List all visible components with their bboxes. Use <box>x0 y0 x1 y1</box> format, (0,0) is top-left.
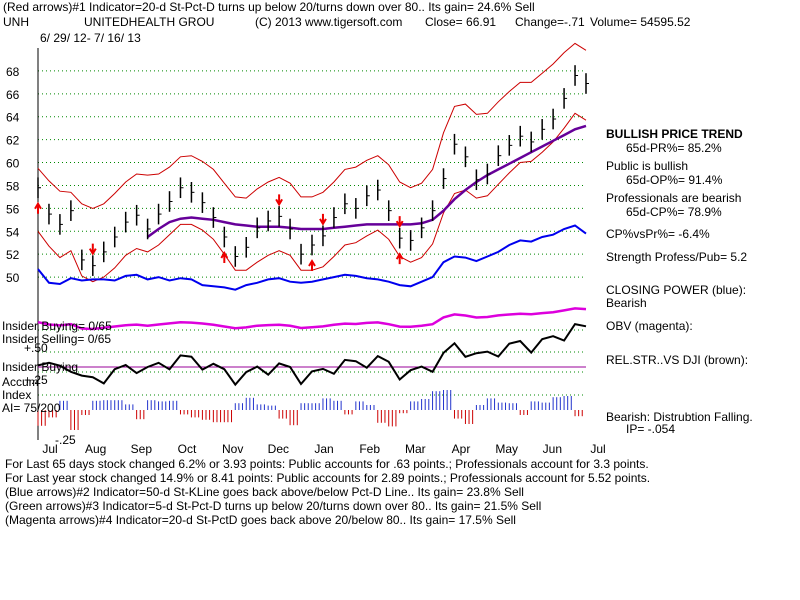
x-tick-label: May <box>495 442 518 456</box>
y-tick-label: 50 <box>6 271 20 285</box>
x-tick-label: Jul <box>590 442 605 456</box>
scale-minus25: -.25 <box>55 433 76 447</box>
series-ma <box>146 124 587 239</box>
buy-arrow-icon <box>34 201 42 214</box>
volume-value: Volume= 54595.52 <box>590 15 691 29</box>
x-tick-label: Oct <box>178 442 197 456</box>
op-value: 65d-OP%= 91.4% <box>626 173 723 187</box>
company-name: UNITEDHEALTH GROU <box>84 15 215 29</box>
x-tick-label: Sep <box>131 442 153 456</box>
obv-label: OBV (magenta): <box>606 319 693 333</box>
insider-buying-count: Insider Buying= 0/65 <box>2 319 112 333</box>
change-value: Change=-.71 <box>515 15 585 29</box>
footer-blue-arrows: (Blue arrows)#2 Indicator=50-d St-KLine … <box>5 485 524 499</box>
series-rel-strength <box>37 322 587 387</box>
y-tick-label: 64 <box>6 111 20 125</box>
y-tick-label: 68 <box>6 65 20 79</box>
copyright: (C) 2013 www.tigersoft.com <box>255 15 403 29</box>
sell-arrow-icon <box>88 243 97 256</box>
y-axis-ticks: 50 52 54 56 58 60 62 64 66 68 <box>6 65 20 285</box>
insider-buying-label: Insider Buying <box>2 360 79 374</box>
buy-arrow-icon <box>308 259 316 272</box>
price-grid <box>37 48 586 440</box>
footer-green-arrows: (Green arrows)#3 Indicator=5-d St-Pct-D … <box>5 499 542 513</box>
trend-title: BULLISH PRICE TREND <box>606 127 743 141</box>
public-status: Public is bullish <box>606 159 689 173</box>
series-lower-band <box>37 112 587 283</box>
buy-arrow-icon <box>395 252 404 265</box>
accum-status: Bearish: Distrubtion Falling. <box>606 410 753 424</box>
footer-year: For Last year stock changed 14.9% or 8.4… <box>5 471 651 485</box>
lower-indicators <box>37 307 587 430</box>
x-tick-label: Mar <box>405 442 426 456</box>
y-tick-label: 56 <box>6 202 20 216</box>
date-range: 6/ 29/ 12- 7/ 16/ 13 <box>40 31 141 45</box>
x-tick-label: Feb <box>359 442 380 456</box>
y-tick-label: 60 <box>6 157 20 171</box>
sell-arrow-icon <box>395 216 404 229</box>
x-tick-label: Dec <box>268 442 289 456</box>
footer-magenta-arrows: (Magenta arrows)#4 Indicator=20-d St-Pct… <box>5 513 516 527</box>
signal-arrows <box>34 194 404 272</box>
sell-arrow-icon <box>275 194 283 207</box>
scale-plus50: +.50 <box>24 341 48 355</box>
x-axis-ticks: Jul Aug Sep Oct Nov Dec Jan Feb Mar Apr May Jun Jul <box>42 442 605 456</box>
pr-value: 65d-PR%= 85.2% <box>626 141 722 155</box>
y-tick-label: 66 <box>6 88 20 102</box>
x-tick-label: Apr <box>452 442 471 456</box>
x-tick-label: Nov <box>222 442 243 456</box>
closing-power-label: CLOSING POWER (blue): <box>606 283 747 297</box>
professionals-status: Professionals are bearish <box>606 191 742 205</box>
series-upper-band <box>37 42 587 209</box>
strength-value: Strength Profess/Pub= 5.2 <box>606 250 748 264</box>
series-obv <box>37 307 587 331</box>
footer-65day: For Last 65 days stock changed 6.2% or 3… <box>5 457 649 471</box>
ai-value: AI= 75/200 <box>2 401 61 415</box>
x-tick-label: Jun <box>543 442 562 456</box>
sell-arrow-icon <box>319 213 327 226</box>
cpvspr-value: CP%vsPr%= -6.4% <box>606 227 710 241</box>
closing-power-status: Bearish <box>606 296 647 310</box>
series-closing-power <box>37 224 587 291</box>
insider-selling-count: Insider Selling= 0/65 <box>2 332 112 346</box>
ticker-symbol: UNH <box>3 15 29 29</box>
x-tick-label: Aug <box>85 442 106 456</box>
y-tick-label: 62 <box>6 134 20 148</box>
scale-plus25: +.25 <box>24 373 48 387</box>
y-tick-label: 54 <box>6 225 20 239</box>
index-label: Index <box>2 388 32 402</box>
cp-value: 65d-CP%= 78.9% <box>626 205 722 219</box>
buy-arrow-icon <box>220 251 229 263</box>
accum-label: Accum <box>2 375 39 389</box>
close-value: Close= 66.91 <box>425 15 497 29</box>
chart-series <box>37 42 589 291</box>
header-indicator-line: (Red arrows)#1 Indicator=20-d St-Pct-D t… <box>3 0 535 14</box>
relstr-label: REL.STR..VS DJI (brown): <box>606 353 749 367</box>
x-tick-label: Jul <box>42 442 57 456</box>
ip-value: IP= -.054 <box>626 422 676 436</box>
y-tick-label: 58 <box>6 179 20 193</box>
y-tick-label: 52 <box>6 248 20 262</box>
x-tick-label: Jan <box>314 442 333 456</box>
